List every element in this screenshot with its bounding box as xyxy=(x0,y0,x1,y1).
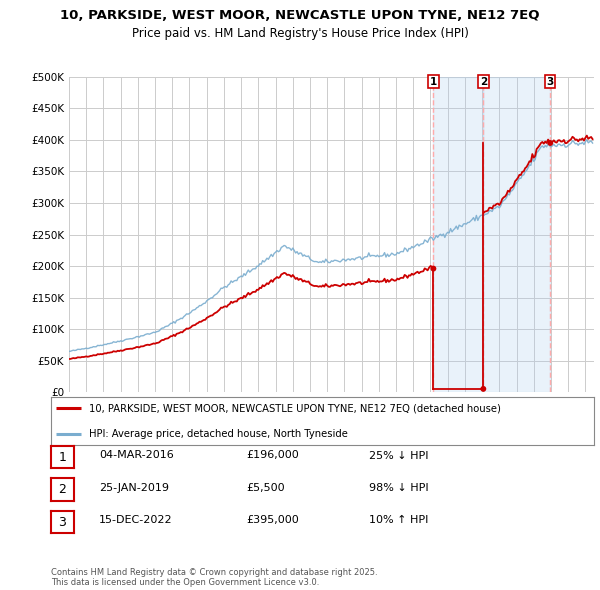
Text: HPI: Average price, detached house, North Tyneside: HPI: Average price, detached house, Nort… xyxy=(89,430,348,440)
Text: 98% ↓ HPI: 98% ↓ HPI xyxy=(369,483,428,493)
Text: 10, PARKSIDE, WEST MOOR, NEWCASTLE UPON TYNE, NE12 7EQ (detached house): 10, PARKSIDE, WEST MOOR, NEWCASTLE UPON … xyxy=(89,403,501,413)
Text: 2: 2 xyxy=(58,483,67,496)
Bar xyxy=(484,77,550,392)
Point xyxy=(428,264,438,273)
Text: 3: 3 xyxy=(547,77,554,87)
Text: 25-JAN-2019: 25-JAN-2019 xyxy=(99,483,169,493)
Text: 10% ↑ HPI: 10% ↑ HPI xyxy=(369,516,428,525)
Text: £395,000: £395,000 xyxy=(246,516,299,525)
Text: 15-DEC-2022: 15-DEC-2022 xyxy=(99,516,173,525)
Text: Contains HM Land Registry data © Crown copyright and database right 2025.
This d: Contains HM Land Registry data © Crown c… xyxy=(51,568,377,587)
Text: 1: 1 xyxy=(58,451,67,464)
Bar xyxy=(433,77,484,392)
Point xyxy=(545,138,555,148)
Text: 04-MAR-2016: 04-MAR-2016 xyxy=(99,451,174,460)
Text: Price paid vs. HM Land Registry's House Price Index (HPI): Price paid vs. HM Land Registry's House … xyxy=(131,27,469,40)
Point xyxy=(479,384,488,394)
Text: £196,000: £196,000 xyxy=(246,451,299,460)
Text: 25% ↓ HPI: 25% ↓ HPI xyxy=(369,451,428,460)
Text: 3: 3 xyxy=(58,516,67,529)
Text: 1: 1 xyxy=(430,77,437,87)
Text: 10, PARKSIDE, WEST MOOR, NEWCASTLE UPON TYNE, NE12 7EQ: 10, PARKSIDE, WEST MOOR, NEWCASTLE UPON … xyxy=(60,9,540,22)
Text: £5,500: £5,500 xyxy=(246,483,284,493)
Text: 2: 2 xyxy=(479,77,487,87)
